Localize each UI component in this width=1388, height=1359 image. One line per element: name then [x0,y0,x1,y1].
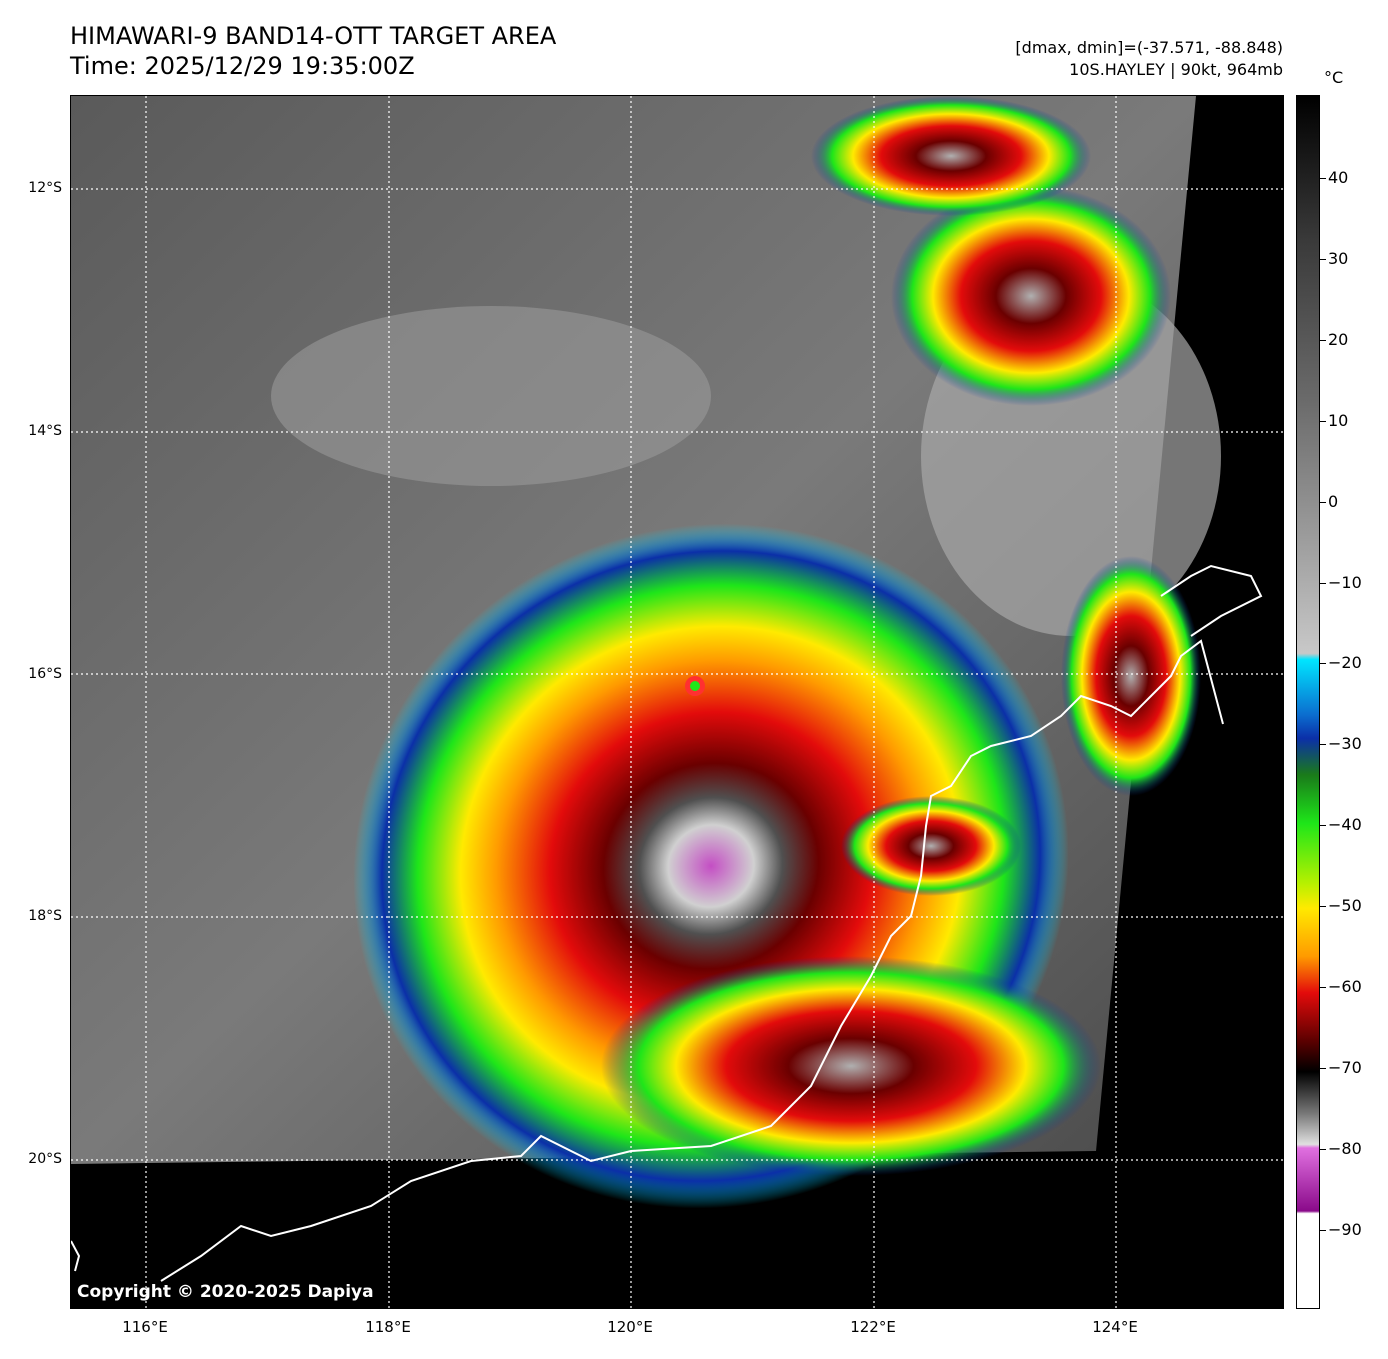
colorbar-tick-label: 40 [1328,168,1349,187]
colorbar-tick-label: −60 [1328,977,1362,996]
colorbar-tick [1320,987,1326,988]
colorbar-tick-label: −40 [1328,815,1362,835]
range-text: [dmax, dmin]=(-37.571, -88.848) [1015,38,1283,57]
copyright-text: Copyright © 2020-2025 Dapiya [77,1282,374,1302]
satellite-map: Copyright © 2020-2025 Dapiya [70,95,1284,1309]
satellite-imagery [71,96,1283,1308]
colorbar-tick-label: 20 [1328,329,1349,349]
colorbar-tick [1320,1229,1326,1231]
colorbar-tick-label: −10 [1328,572,1362,592]
colorbar-tick-label: 0 [1328,491,1339,511]
colorbar-tick [1320,825,1326,827]
colorbar-tick [1320,582,1326,584]
colorbar-tick [1320,339,1326,341]
colorbar-tick [1320,906,1326,908]
colorbar-tick-label: 10 [1328,410,1349,430]
colorbar-tick-label: −80 [1328,1138,1362,1158]
colorbar-tick [1320,501,1326,503]
storm-text: 10S.HAYLEY | 90kt, 964mb [1069,60,1283,79]
title-line2: Time: 2025/12/29 19:35:00Z [70,52,415,80]
colorbar-tick [1320,178,1326,179]
colorbar-unit: °C [1324,68,1344,87]
colorbar-tick-label: −90 [1328,1219,1362,1239]
colorbar-tick-label: −50 [1328,896,1362,916]
lat-label: 16°S [28,666,62,682]
colorbar-tick-label: 30 [1328,248,1349,268]
colorbar-tick [1320,1148,1326,1150]
colorbar-tick [1320,258,1326,260]
colorbar-tick [1320,420,1326,422]
colorbar-tick-label: −20 [1328,653,1362,673]
lon-label: 124°E [1092,1318,1138,1336]
lon-label: 122°E [850,1318,896,1336]
colorbar-tick [1320,663,1326,665]
lat-label: 20°S [28,1151,62,1167]
colorbar-tick-label: −70 [1328,1057,1362,1077]
colorbar-tick [1320,744,1326,746]
colorbar-tick-label: −30 [1328,734,1362,754]
lat-label: 18°S [28,908,62,924]
lat-label: 14°S [28,423,62,439]
title-line1: HIMAWARI-9 BAND14-OTT TARGET AREA [70,22,557,50]
lon-label: 116°E [122,1318,168,1336]
lon-label: 120°E [607,1318,653,1336]
lon-label: 118°E [365,1318,411,1336]
colorbar-tick [1320,1067,1326,1069]
colorbar [1296,95,1320,1309]
lat-label: 12°S [28,180,62,196]
